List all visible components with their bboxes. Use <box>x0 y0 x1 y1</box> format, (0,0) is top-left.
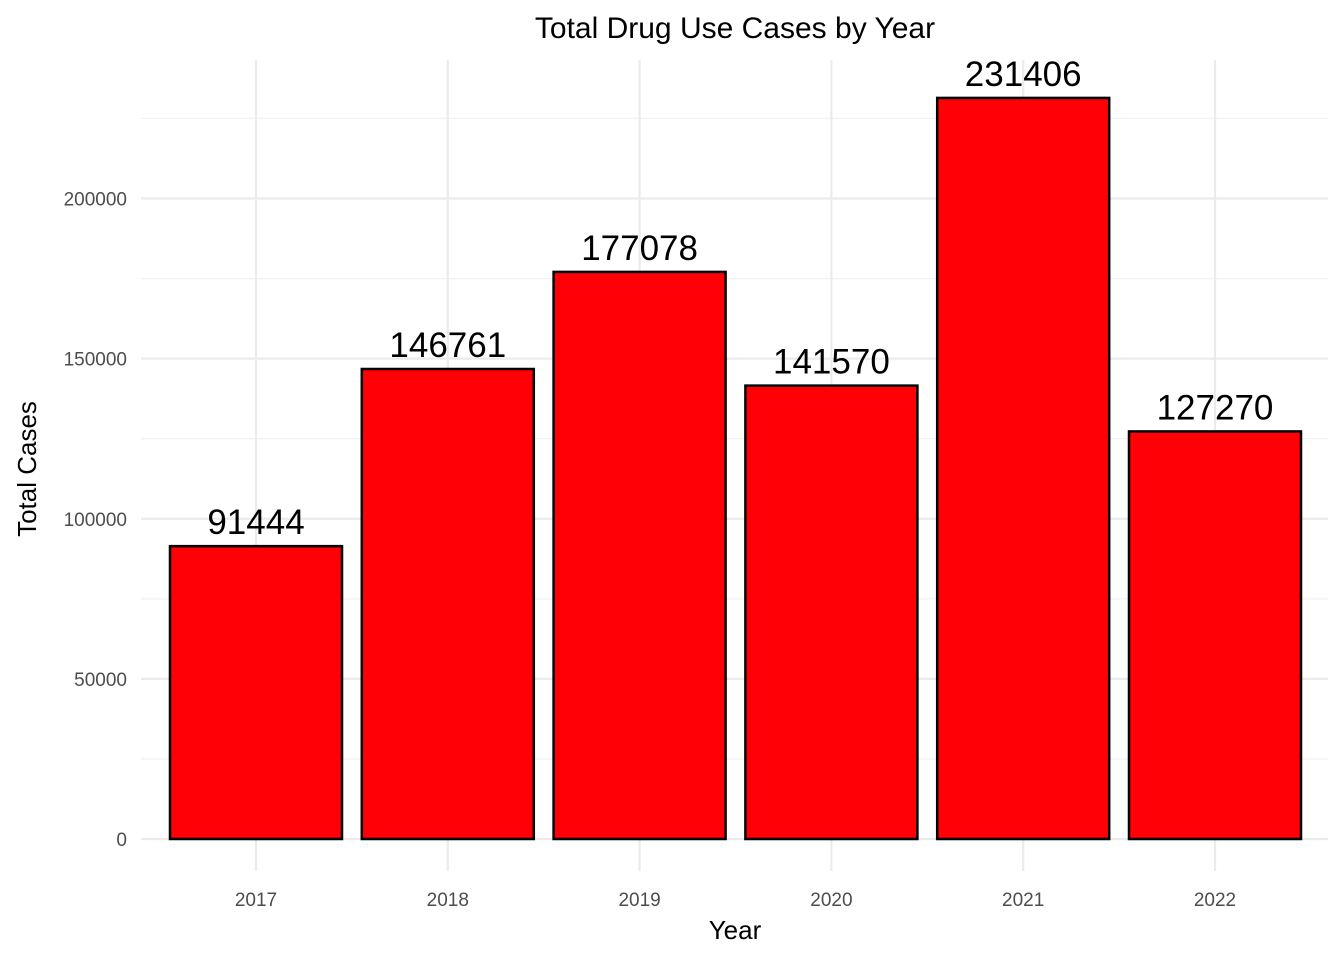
data-label-2018: 146761 <box>389 326 506 365</box>
bar-2018 <box>360 367 536 841</box>
data-label-2017: 91444 <box>207 503 304 542</box>
y-tick-label: 0 <box>116 830 127 851</box>
bar-2022 <box>1127 430 1303 841</box>
x-tick-label: 2020 <box>810 890 852 911</box>
data-labels: 91444 146761 177078 141570 231406 127270 <box>207 55 1273 542</box>
data-label-2021: 231406 <box>965 55 1082 94</box>
y-axis-title: Total Cases <box>12 401 42 537</box>
data-label-2020: 141570 <box>773 343 890 382</box>
y-tick-label: 100000 <box>64 510 127 531</box>
data-label-2022: 127270 <box>1157 388 1274 427</box>
y-tick-label: 50000 <box>74 670 127 691</box>
x-axis-ticks: 2017 2018 2019 2020 2021 2022 <box>235 890 1236 911</box>
y-tick-label: 200000 <box>64 190 127 211</box>
data-label-2019: 177078 <box>581 229 698 268</box>
bar-2019 <box>552 270 727 841</box>
y-tick-label: 150000 <box>64 350 127 371</box>
x-tick-label: 2022 <box>1194 890 1236 911</box>
x-tick-label: 2017 <box>235 890 277 911</box>
chart-title: Total Drug Use Cases by Year <box>535 12 935 45</box>
x-tick-label: 2019 <box>618 890 660 911</box>
bar-2021 <box>935 96 1111 841</box>
bar-2017 <box>168 544 344 841</box>
bars <box>168 96 1303 841</box>
x-tick-label: 2018 <box>427 890 469 911</box>
x-axis-title: Year <box>709 915 762 945</box>
y-axis-ticks: 0 50000 100000 150000 200000 <box>64 190 127 852</box>
x-tick-label: 2021 <box>1002 890 1044 911</box>
bar-2020 <box>744 384 919 841</box>
